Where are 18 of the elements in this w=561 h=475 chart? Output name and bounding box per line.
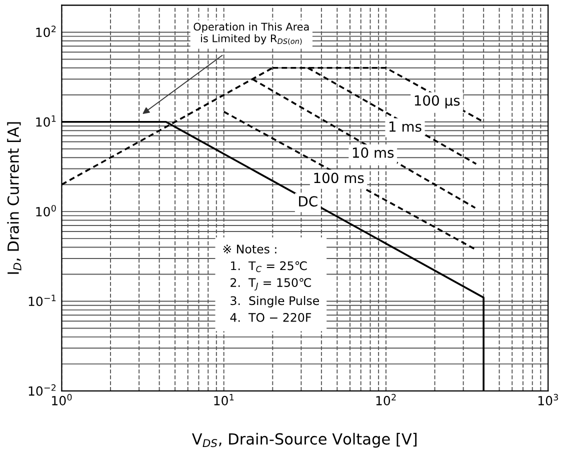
annotation: 1 ms <box>390 121 422 132</box>
y-tick-label: 10$^{2}$ <box>36 26 56 38</box>
annotation: DC <box>299 196 318 207</box>
y-tick-label: 10$^{−1}$ <box>28 294 56 306</box>
x-tick-label: 10$^{1}$ <box>214 394 234 406</box>
annotation: 100 ms <box>314 172 364 184</box>
x-tick-label: 10$^{3}$ <box>538 394 558 406</box>
x-tick-label: 10$^{2}$ <box>376 394 396 406</box>
annotation: 10 ms <box>352 147 394 158</box>
annotation: 100 µs <box>414 95 460 108</box>
y-axis-title: I$_{D}$, Drain Current [A] <box>7 122 22 274</box>
x-axis-title: V$_{DS}$, Drain-Source Voltage [V] <box>192 432 417 448</box>
x-tick-label: 10$^{0}$ <box>52 394 72 406</box>
y-tick-label: 10$^{1}$ <box>36 115 56 127</box>
annotation: Operation in This Area is Limited by R$_{DS(on)}$ <box>194 22 309 45</box>
y-tick-label: 10$^{0}$ <box>36 204 56 216</box>
text: ※ Notes : 1. T$_{C}$ = 25℃ 2. T$_{J}$ = 150℃ 3. Single Pulse 4. TO − 220F <box>223 244 319 322</box>
y-tick-label: 10$^{−2}$ <box>28 384 56 396</box>
